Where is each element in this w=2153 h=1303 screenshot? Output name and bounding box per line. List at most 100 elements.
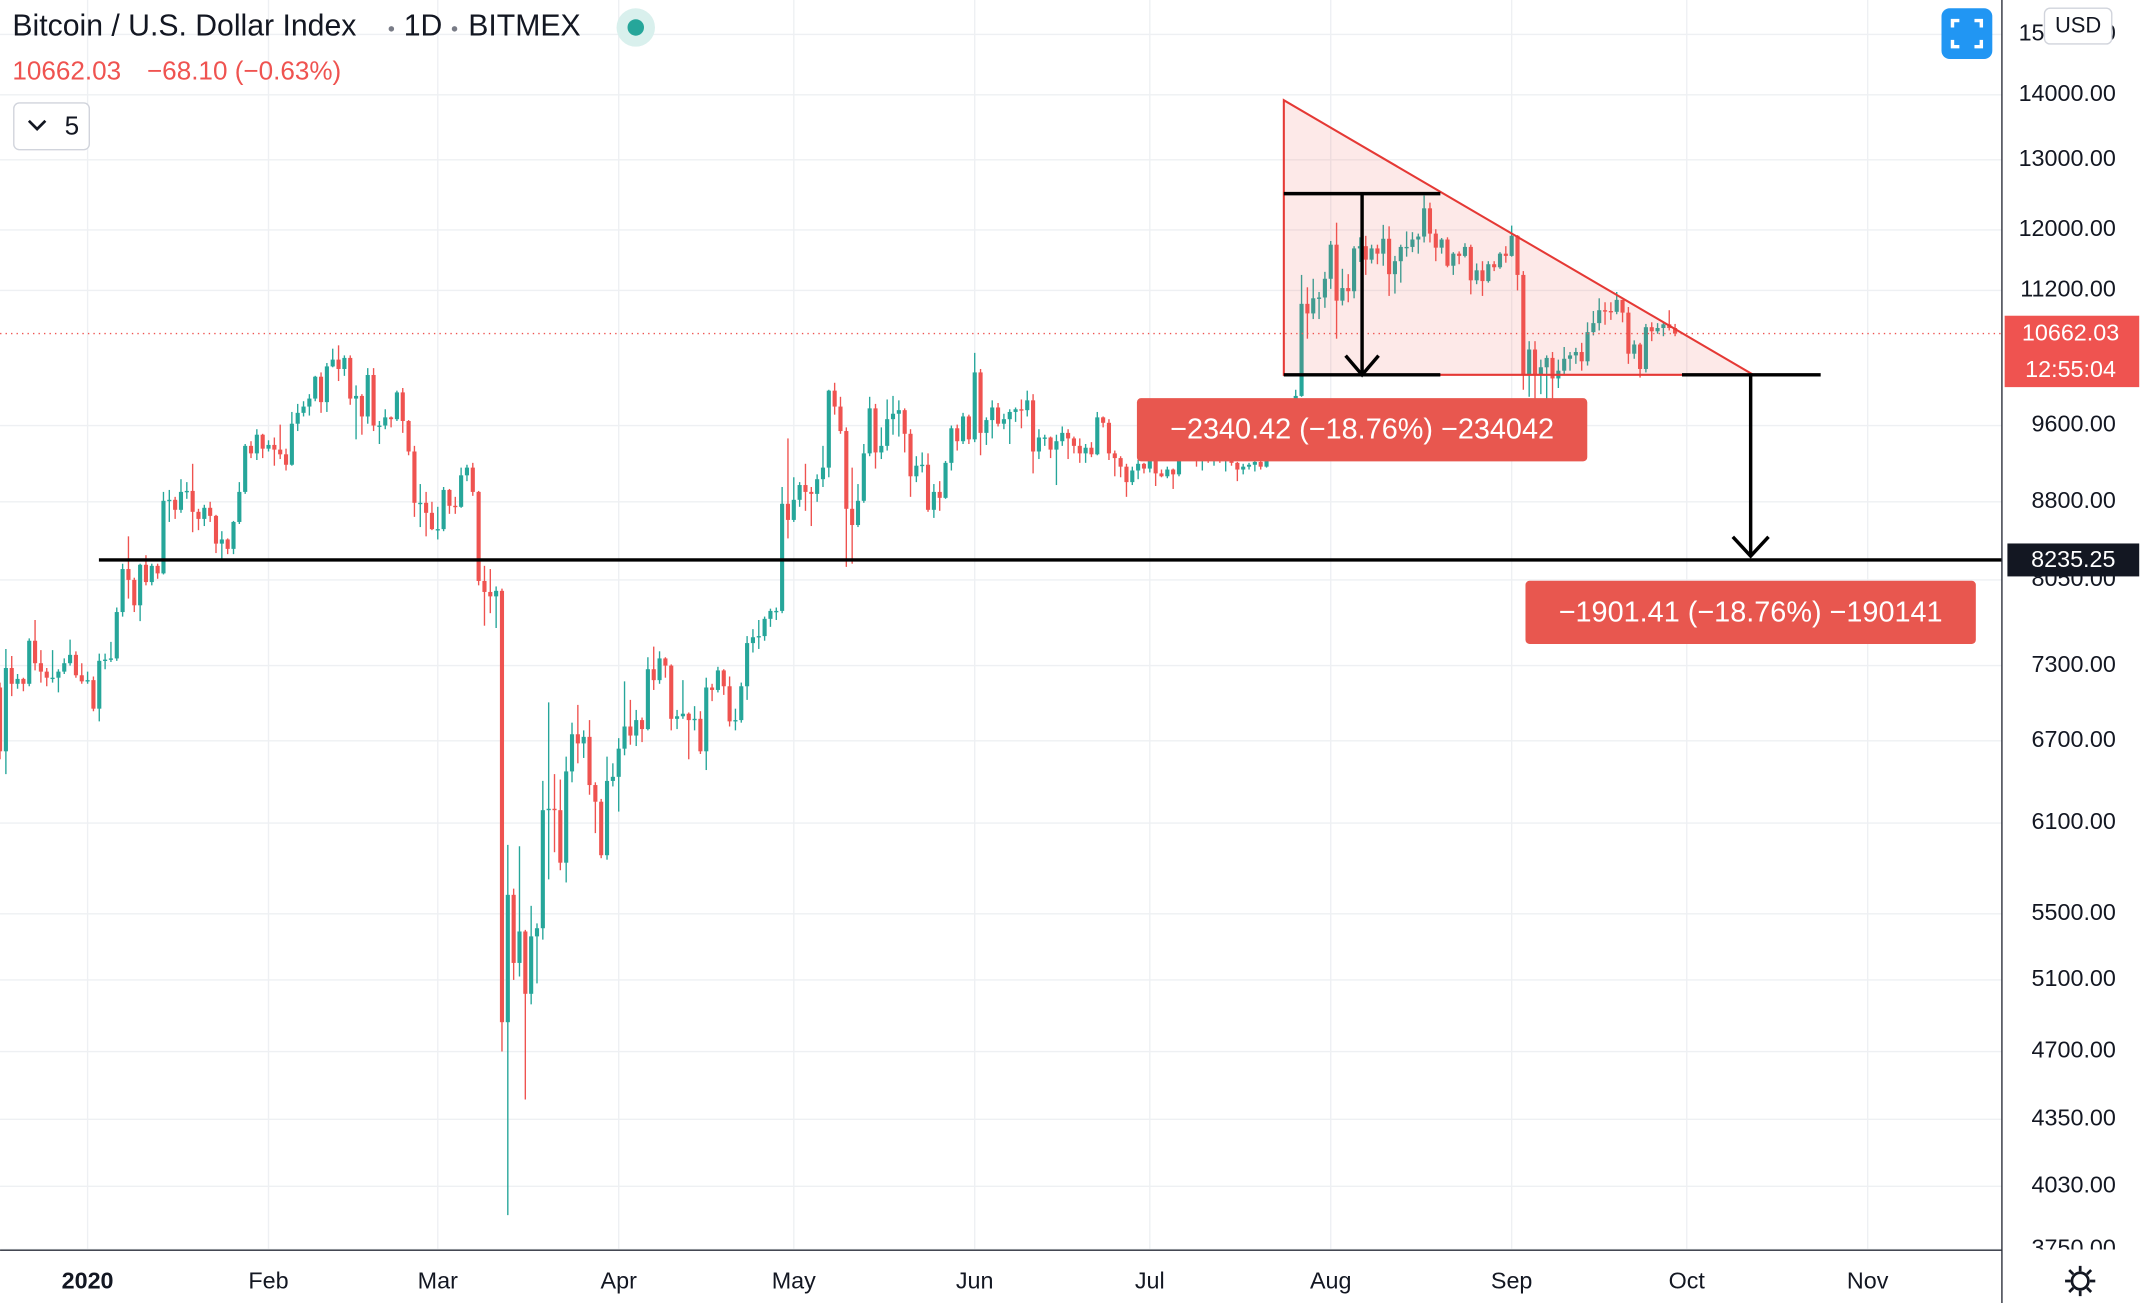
- candle-body: [733, 720, 738, 722]
- candle-body: [675, 716, 680, 719]
- candle-body: [1112, 453, 1117, 459]
- candle-body: [634, 720, 639, 736]
- candle-body: [1001, 419, 1006, 424]
- candle-body: [283, 454, 289, 465]
- candle-body: [692, 718, 697, 721]
- candle-body: [593, 785, 598, 802]
- candle-body: [1538, 367, 1543, 375]
- candle-body: [704, 687, 709, 752]
- candle-body: [990, 407, 995, 421]
- candle-body: [820, 467, 826, 480]
- candle-body: [850, 508, 855, 526]
- candle-body: [1398, 246, 1403, 262]
- candle-body: [219, 539, 224, 544]
- candle-body: [1562, 358, 1567, 371]
- candle-body: [278, 449, 283, 455]
- candle-body: [1369, 248, 1374, 260]
- candle-body: [1019, 409, 1024, 411]
- fullscreen-icon: [1950, 18, 1984, 49]
- candle-body: [1042, 437, 1047, 439]
- candle-body: [628, 726, 633, 736]
- candle-body: [1638, 344, 1643, 369]
- candle-body: [1608, 311, 1613, 313]
- candle-body: [1077, 445, 1082, 454]
- candle-body: [260, 434, 265, 449]
- x-tick-label: Oct: [1669, 1268, 1706, 1294]
- candle-body: [1486, 264, 1491, 282]
- plot-area: [0, 195, 2002, 1216]
- candle-body: [0, 687, 3, 752]
- candle-body: [1462, 246, 1468, 256]
- candle-body: [581, 736, 586, 744]
- x-tick-label: Sep: [1491, 1268, 1533, 1294]
- candle-body: [1497, 253, 1503, 268]
- candle-body: [1597, 310, 1602, 324]
- candle-body: [943, 462, 948, 498]
- candle-body: [424, 502, 429, 513]
- candle-body: [855, 500, 861, 526]
- candle-body: [213, 515, 219, 544]
- candle-body: [1118, 458, 1123, 467]
- y-tick-label: 3750.00: [2032, 1235, 2116, 1261]
- candle-body: [715, 670, 720, 690]
- candle-body: [1246, 464, 1252, 467]
- candle-body: [1503, 253, 1508, 256]
- fullscreen-button[interactable]: [1941, 8, 1993, 60]
- separator: [451, 26, 458, 32]
- candle-body: [780, 503, 785, 611]
- candle-body: [1031, 400, 1036, 452]
- candle-body: [1159, 473, 1164, 477]
- candle-body: [587, 736, 592, 786]
- candle-body: [1544, 357, 1549, 368]
- candle-body: [1532, 349, 1538, 375]
- candle-body: [1392, 261, 1397, 275]
- candle-body: [190, 490, 195, 512]
- candle-body: [167, 499, 172, 502]
- candle-body: [616, 748, 621, 777]
- candle-body: [1492, 264, 1497, 268]
- indicators-toggle[interactable]: [13, 102, 90, 151]
- candle-body: [955, 428, 960, 442]
- candle-body: [336, 359, 341, 369]
- x-tick-label: Feb: [248, 1268, 288, 1294]
- settings-icon[interactable]: [2070, 1271, 2090, 1291]
- candle-body: [1655, 328, 1660, 332]
- candle-body: [750, 637, 755, 644]
- candle-body: [534, 928, 540, 937]
- candle-body: [295, 412, 300, 424]
- candle-body: [1153, 459, 1158, 474]
- candle-body: [908, 433, 913, 477]
- candle-body: [1527, 349, 1532, 375]
- candle-body: [873, 408, 878, 453]
- candle-body: [1515, 235, 1520, 275]
- candle-body: [1381, 238, 1386, 254]
- candle-body: [114, 612, 119, 659]
- candle-body: [1480, 270, 1485, 282]
- candle-body: [931, 491, 936, 510]
- candle-body: [569, 734, 575, 772]
- candle-body: [523, 931, 528, 994]
- candle-body: [960, 416, 966, 442]
- candle-body: [476, 491, 481, 581]
- candle-body: [389, 417, 394, 420]
- y-tick-label: 4350.00: [2032, 1105, 2116, 1131]
- currency-button[interactable]: [2043, 7, 2113, 45]
- candle-body: [464, 467, 470, 476]
- candle-body: [91, 680, 96, 709]
- market-status-dot[interactable]: [627, 19, 644, 36]
- candle-body: [1649, 327, 1654, 332]
- last-price-badge-label: 10662.03: [2022, 319, 2119, 345]
- candle-body: [698, 718, 703, 752]
- candle-body: [1252, 461, 1257, 465]
- candle-body: [867, 408, 872, 454]
- candle-body: [1451, 253, 1456, 266]
- candle-body: [1352, 248, 1357, 292]
- separator: [388, 26, 395, 32]
- candle-body: [470, 467, 475, 492]
- candle-body: [429, 512, 434, 530]
- candle-body: [412, 451, 417, 503]
- y-tick-label: 11200.00: [2020, 276, 2116, 302]
- candle-body: [1054, 441, 1059, 450]
- candle-body: [1632, 344, 1637, 354]
